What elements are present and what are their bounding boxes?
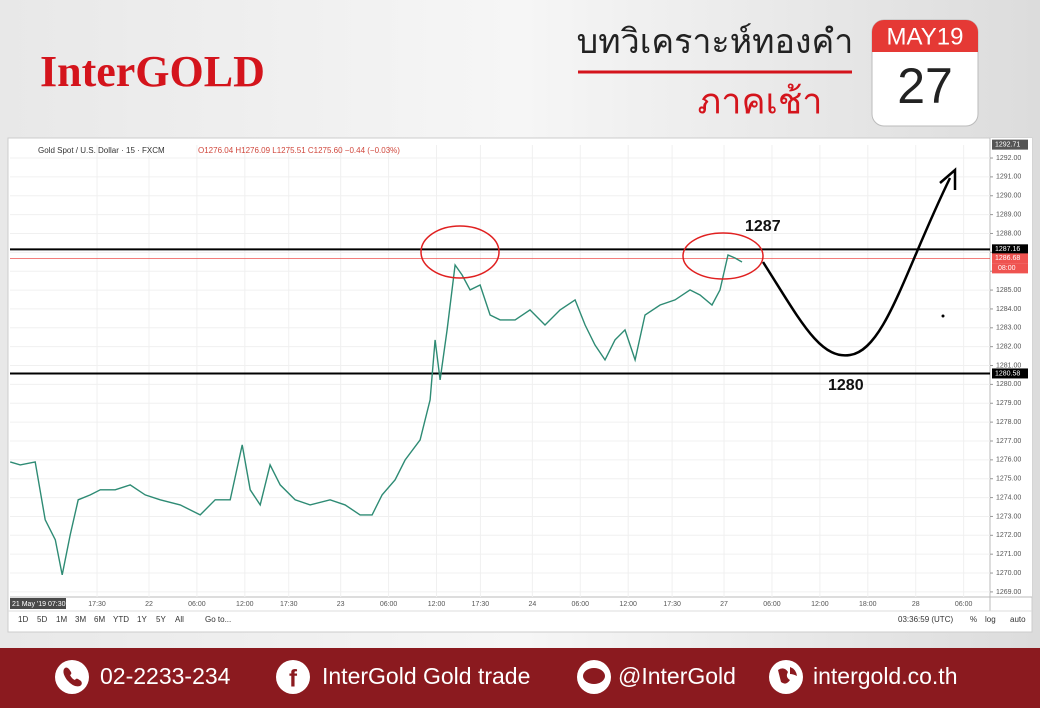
y-tick-label: 1288.00	[996, 230, 1021, 237]
price-label-box	[992, 253, 1028, 264]
footer-band	[0, 648, 1040, 708]
x-tick-label: 18:00	[859, 601, 877, 608]
price-label-box	[992, 244, 1028, 255]
x-tick-label: 06:00	[380, 601, 398, 608]
x-tick-label: 06:00	[572, 601, 590, 608]
y-tick-label: 1270.00	[996, 570, 1021, 577]
chart-title: Gold Spot / U.S. Dollar · 15 · FXCM	[38, 146, 165, 155]
countdown-box	[992, 263, 1028, 274]
y-tick-label: 1283.00	[996, 325, 1021, 332]
calendar-month: MAY19	[887, 23, 964, 50]
range-button[interactable]: YTD	[113, 615, 129, 624]
forecast-arrow	[761, 177, 952, 357]
x-tick-label: 27	[720, 601, 728, 608]
x-tick-label: 12:00	[236, 601, 254, 608]
price-label: 1292.71	[995, 141, 1020, 148]
dot	[941, 314, 945, 318]
highlight-ellipse	[420, 225, 500, 279]
range-button[interactable]: 5Y	[156, 615, 166, 624]
chart-panel	[7, 137, 1033, 633]
phone: 02-2233-234	[100, 663, 231, 689]
range-button[interactable]: 1D	[18, 615, 28, 624]
x-tick-label: 06:00	[188, 601, 206, 608]
y-tick-label: 1277.00	[996, 438, 1021, 445]
footer: 02-2233-234 f InterGold Gold trade @Inte…	[55, 660, 957, 694]
toolbar: 1D 5D 1M 3M 6M YTD 1Y 5Y All Go to...% log auto	[18, 615, 1026, 624]
x-tick-label: 12:00	[619, 601, 637, 608]
scale-option[interactable]: auto	[1010, 615, 1026, 624]
y-tick-label: 1285.00	[996, 287, 1021, 294]
x-tick-label: 24	[528, 601, 536, 608]
plot: 1269.00 1270.00 1271.00 1272.00 1273.00 1274.…	[9, 138, 1032, 611]
x-tick-label: 17:30	[280, 601, 298, 608]
y-tick-label: 1279.00	[996, 400, 1021, 407]
range-button[interactable]: 5D	[37, 615, 47, 624]
price-label: 1286.68	[995, 255, 1020, 262]
x-tick-label: 12:00	[811, 601, 829, 608]
range-button[interactable]: 6M	[94, 615, 105, 624]
range-button[interactable]: 1Y	[137, 615, 147, 624]
scale-option[interactable]: %	[970, 615, 977, 624]
price-line-series	[9, 254, 743, 576]
x-tick-label: 23	[337, 601, 345, 608]
logo: InterGOLD	[40, 47, 265, 96]
x-tick-label: 17:30	[663, 601, 681, 608]
x-tick-label: 28	[912, 601, 920, 608]
y-tick-label: 1280.00	[996, 381, 1021, 388]
annotation: 1280	[828, 377, 864, 394]
header-subtitle: ภาคเช้า	[698, 81, 823, 122]
x-tick-highlight	[10, 598, 66, 609]
x-tick-label: 17:30	[88, 601, 106, 608]
y-tick-label: 1275.00	[996, 476, 1021, 483]
y-tick-label: 1273.00	[996, 513, 1021, 520]
calendar: MAY19 27	[871, 19, 979, 127]
scale-option[interactable]: log	[985, 615, 996, 624]
line-id: @InterGold	[618, 663, 736, 689]
ohlc-legend: O1276.04 H1276.09 L1275.51 C1275.60 −0.4…	[198, 146, 400, 155]
header-title: บทวิเคราะห์ทองคำ	[577, 23, 854, 61]
website: intergold.co.th	[813, 663, 957, 689]
y-tick-label: 1291.00	[996, 174, 1021, 181]
x-tick-label: 12:00	[428, 601, 446, 608]
x-tick-label: 06:00	[763, 601, 781, 608]
x-tick-label: 06:00	[955, 601, 973, 608]
facebook-icon	[276, 660, 310, 694]
countdown: 08:00	[998, 265, 1016, 272]
y-tick-label: 1276.00	[996, 457, 1021, 464]
phone-icon	[55, 660, 89, 694]
svg-text:f: f	[289, 665, 298, 692]
utc-time: 03:36:59 (UTC)	[898, 615, 953, 624]
price-label: 1280.58	[995, 370, 1020, 377]
y-tick-label: 1274.00	[996, 494, 1021, 501]
y-tick-label: 1282.00	[996, 344, 1021, 351]
annotation: 1287	[745, 218, 781, 235]
y-tick-label: 1271.00	[996, 551, 1021, 558]
range-button[interactable]: 3M	[75, 615, 86, 624]
arrow-head	[939, 167, 957, 190]
price-label-box	[992, 368, 1028, 379]
x-tick-label: 21 May '19 07:30	[12, 601, 66, 608]
price-label: 1287.16	[995, 246, 1020, 253]
y-tick-label: 1272.00	[996, 532, 1021, 539]
y-tick-label: 1292.00	[996, 155, 1021, 162]
y-tick-label: 1290.00	[996, 193, 1021, 200]
y-tick-label: 1289.00	[996, 211, 1021, 218]
x-tick-label: 17:30	[472, 601, 490, 608]
highlight-ellipse	[682, 232, 764, 280]
y-tick-label: 1278.00	[996, 419, 1021, 426]
facebook: InterGold Gold trade	[322, 663, 530, 689]
goto-button[interactable]: Go to...	[205, 615, 231, 624]
y-tick-label: 1281.00	[996, 362, 1021, 369]
price-axis	[990, 138, 1032, 597]
y-tick-label: 1269.00	[996, 589, 1021, 596]
price-label-box	[992, 139, 1028, 150]
calendar-day: 27	[897, 58, 953, 114]
x-tick-label: 22	[145, 601, 153, 608]
range-button[interactable]: 1M	[56, 615, 67, 624]
range-button[interactable]: All	[175, 615, 184, 624]
y-tick-label: 1284.00	[996, 306, 1021, 313]
